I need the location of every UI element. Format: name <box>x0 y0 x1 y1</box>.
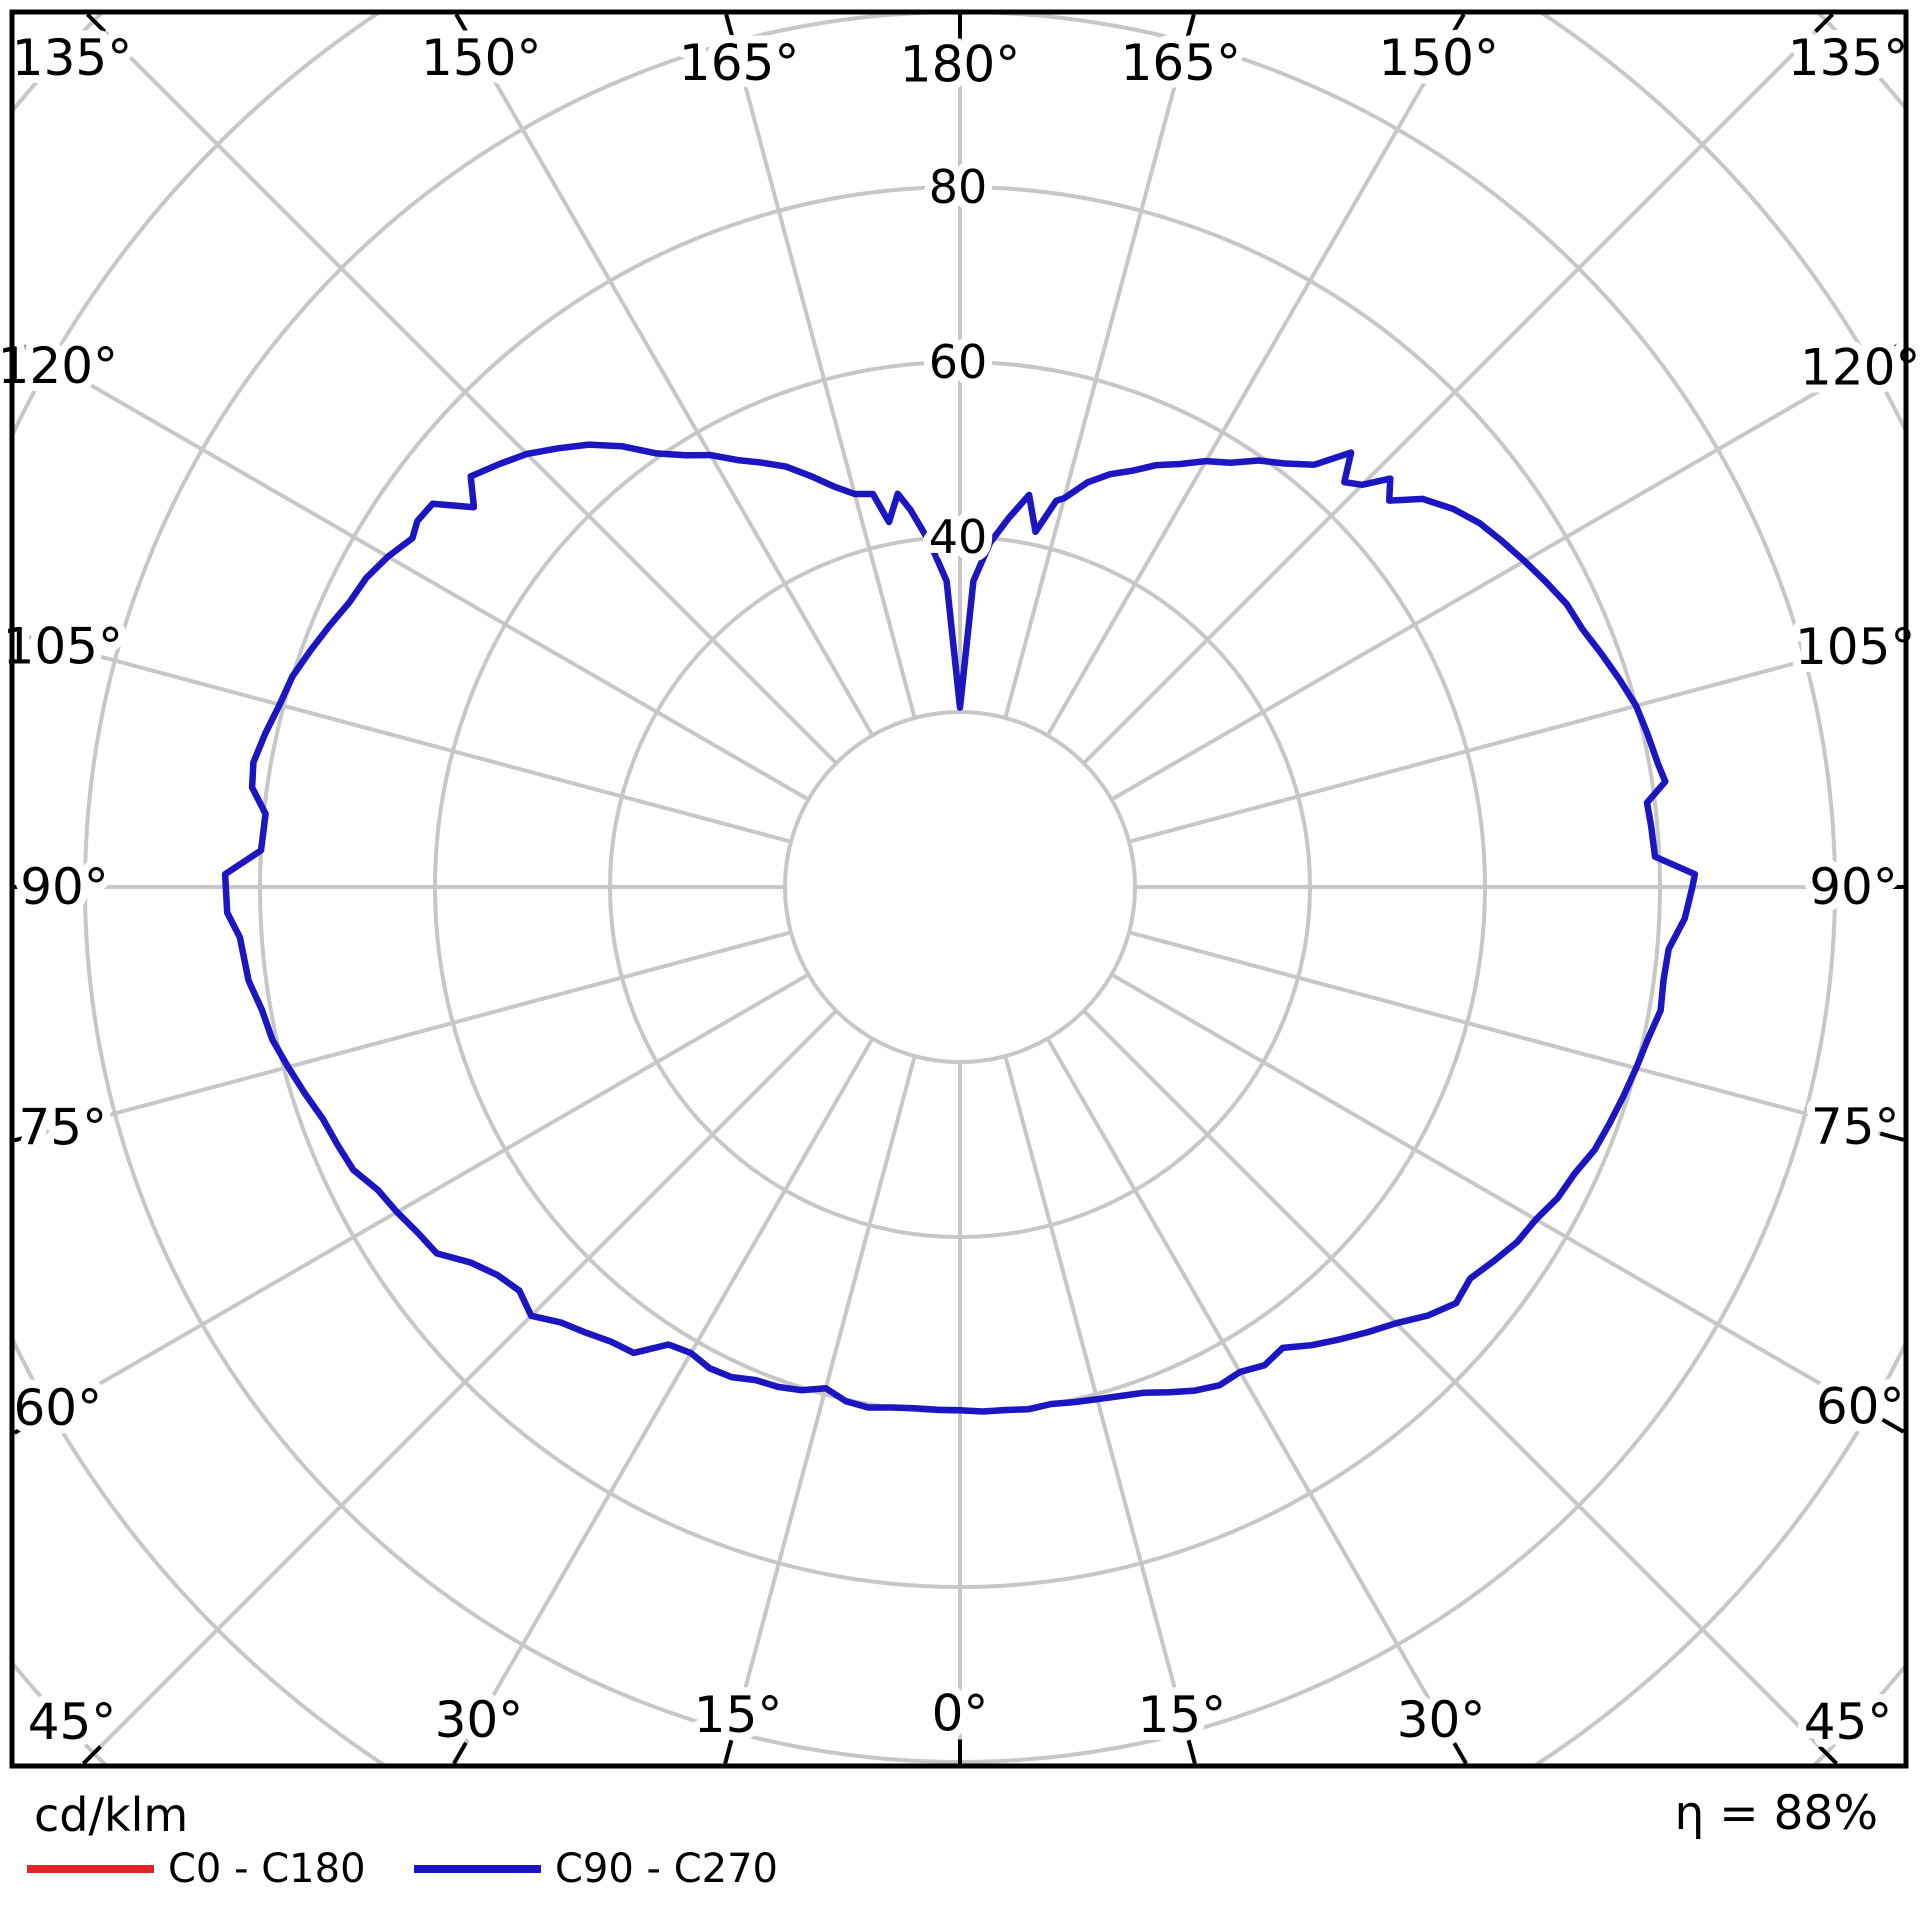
legend-label-c90-c270: C90 - C270 <box>555 1846 778 1892</box>
frame-tick-105 <box>1879 1131 1905 1142</box>
frame-tick-30 <box>1450 13 1466 37</box>
angle-label-210: 30° <box>435 1691 524 1749</box>
polar-spoke-15 <box>1003 14 1196 719</box>
frame-tick-135 <box>1818 1745 1838 1765</box>
frame-tick-255 <box>13 1132 39 1143</box>
angle-label-120: 60° <box>1816 1378 1905 1436</box>
angle-label-345: 165° <box>679 34 799 92</box>
angle-label-30: 150° <box>1379 29 1499 87</box>
polar-spoke-75 <box>1128 632 1904 844</box>
frame-tick-75 <box>1879 632 1905 643</box>
polar-spoke-165 <box>1003 1055 1197 1764</box>
frame-tick-120 <box>1881 1417 1905 1434</box>
efficiency-label: η = 88% <box>1674 1786 1878 1841</box>
frame-tick-330 <box>454 13 470 37</box>
polar-spoke-285 <box>14 631 792 844</box>
units-label: cd/klm <box>34 1788 189 1842</box>
frame-tick-345 <box>724 13 735 39</box>
polar-spoke-255 <box>14 930 792 1143</box>
frame-tick-285 <box>13 631 39 642</box>
angle-label-45: 135° <box>1788 29 1908 87</box>
chart-frame <box>9 9 1909 1769</box>
angle-label-315: 135° <box>12 29 132 87</box>
polar-spoke-45 <box>1082 14 1834 765</box>
polar-spoke-105 <box>1128 930 1904 1142</box>
legend-line-c90-c270-icon <box>414 1865 541 1873</box>
angle-label-240: 60° <box>13 1379 102 1437</box>
polar-ring-20 <box>783 710 1137 1064</box>
angle-label-195: 15° <box>694 1686 783 1744</box>
frame-tick-315 <box>86 13 106 33</box>
angle-label-285: 105° <box>3 618 123 676</box>
ring-label-80: 80 <box>929 160 988 214</box>
frame-tick-165 <box>1186 1739 1197 1765</box>
frame-tick-60 <box>1881 340 1905 357</box>
angle-label-180: 0° <box>932 1685 989 1743</box>
angle-label-60: 120° <box>1800 338 1920 396</box>
angle-label-165: 15° <box>1138 1686 1227 1744</box>
ring-label-40: 40 <box>929 510 988 564</box>
polar-spoke-345 <box>724 14 917 719</box>
angle-label-105: 75° <box>1811 1098 1900 1156</box>
polar-spoke-150 <box>1045 1037 1468 1764</box>
angle-label-135: 45° <box>1804 1693 1893 1751</box>
angle-label-75: 105° <box>1795 618 1915 676</box>
angle-label-15: 165° <box>1121 34 1241 92</box>
angle-label-90: 90° <box>1809 858 1898 916</box>
polar-spoke-30 <box>1045 14 1466 737</box>
angle-label-225: 45° <box>28 1693 117 1751</box>
angle-label-300: 120° <box>0 337 118 395</box>
legend-label-c0-c180: C0 - C180 <box>168 1846 366 1892</box>
frame-tick-210 <box>452 1741 468 1765</box>
angle-label-0: 180° <box>900 36 1020 94</box>
frame-tick-300 <box>13 339 37 355</box>
polar-spoke-225 <box>82 1009 838 1764</box>
polar-spoke-240 <box>14 972 810 1435</box>
polar-spoke-330 <box>454 14 875 737</box>
polar-spoke-120 <box>1110 972 1904 1434</box>
angle-label-330: 150° <box>421 29 541 87</box>
polar-spoke-60 <box>1110 340 1904 802</box>
frame-tick-150 <box>1452 1741 1468 1765</box>
frame-tick-195 <box>723 1739 734 1765</box>
ring-label-60: 60 <box>929 335 988 389</box>
frame-tick-45 <box>1814 13 1834 33</box>
angle-label-255: 75° <box>18 1098 107 1156</box>
frame-tick-225 <box>82 1745 102 1765</box>
polar-spoke-210 <box>452 1037 875 1764</box>
legend-line-c0-c180-icon <box>27 1865 154 1873</box>
intensity-curve-1 <box>221 441 1699 1415</box>
angle-label-150: 30° <box>1397 1691 1486 1749</box>
polar-spoke-315 <box>86 14 838 765</box>
frame-tick-240 <box>13 1419 37 1435</box>
polar-spoke-135 <box>1082 1009 1838 1764</box>
polar-spoke-300 <box>14 339 810 802</box>
frame-tick-15 <box>1185 13 1196 39</box>
legend-item-c90-c270: C90 - C270 <box>414 1845 778 1893</box>
legend-item-c0-c180: C0 - C180 <box>27 1845 366 1893</box>
angle-label-270: 90° <box>20 858 109 916</box>
polar-spoke-195 <box>723 1055 917 1764</box>
